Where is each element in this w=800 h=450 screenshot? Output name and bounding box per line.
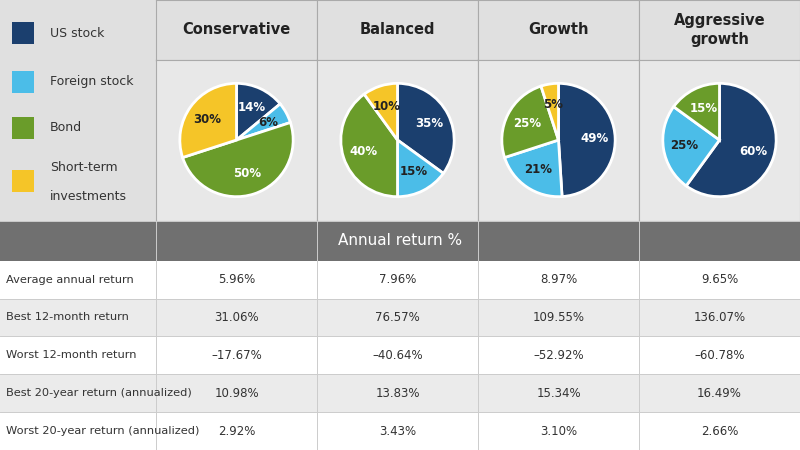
Text: 3.10%: 3.10% (540, 424, 577, 437)
Text: –40.64%: –40.64% (372, 349, 423, 362)
Bar (0, 412, 800, 450)
Text: Balanced: Balanced (360, 22, 435, 37)
Text: 13.83%: 13.83% (375, 387, 420, 400)
Text: 10.98%: 10.98% (214, 387, 259, 400)
FancyBboxPatch shape (13, 22, 34, 44)
Text: 7.96%: 7.96% (379, 273, 416, 286)
Text: –60.78%: –60.78% (694, 349, 745, 362)
FancyBboxPatch shape (13, 71, 34, 93)
Text: Short-term: Short-term (50, 161, 118, 174)
Text: Growth: Growth (528, 22, 589, 37)
Bar (0, 337, 800, 374)
Text: –52.92%: –52.92% (533, 349, 584, 362)
Text: Average annual return: Average annual return (6, 274, 134, 284)
Text: 76.57%: 76.57% (375, 311, 420, 324)
Text: Conservative: Conservative (182, 22, 290, 37)
Text: 109.55%: 109.55% (533, 311, 585, 324)
Bar (0, 220, 800, 261)
Text: US stock: US stock (50, 27, 104, 40)
Text: 3.43%: 3.43% (379, 424, 416, 437)
Bar (0, 261, 800, 298)
Bar (0, 374, 800, 412)
Text: 2.66%: 2.66% (701, 424, 738, 437)
Text: Bond: Bond (50, 122, 82, 135)
Text: 16.49%: 16.49% (697, 387, 742, 400)
Text: Worst 20-year return (annualized): Worst 20-year return (annualized) (6, 426, 200, 436)
Text: 9.65%: 9.65% (701, 273, 738, 286)
Text: Annual return %: Annual return % (338, 233, 462, 248)
Text: Best 12-month return: Best 12-month return (6, 312, 130, 323)
Text: –17.67%: –17.67% (211, 349, 262, 362)
FancyBboxPatch shape (13, 170, 34, 192)
Text: Aggressive
growth: Aggressive growth (674, 13, 766, 46)
Text: investments: investments (50, 190, 127, 203)
Text: 31.06%: 31.06% (214, 311, 259, 324)
Text: 8.97%: 8.97% (540, 273, 577, 286)
Text: 2.92%: 2.92% (218, 424, 255, 437)
FancyBboxPatch shape (13, 117, 34, 139)
Text: Best 20-year return (annualized): Best 20-year return (annualized) (6, 388, 192, 398)
Bar (0, 298, 800, 337)
Text: 136.07%: 136.07% (694, 311, 746, 324)
Text: Foreign stock: Foreign stock (50, 75, 134, 88)
Text: 15.34%: 15.34% (536, 387, 581, 400)
Text: Worst 12-month return: Worst 12-month return (6, 351, 137, 360)
Text: 5.96%: 5.96% (218, 273, 255, 286)
